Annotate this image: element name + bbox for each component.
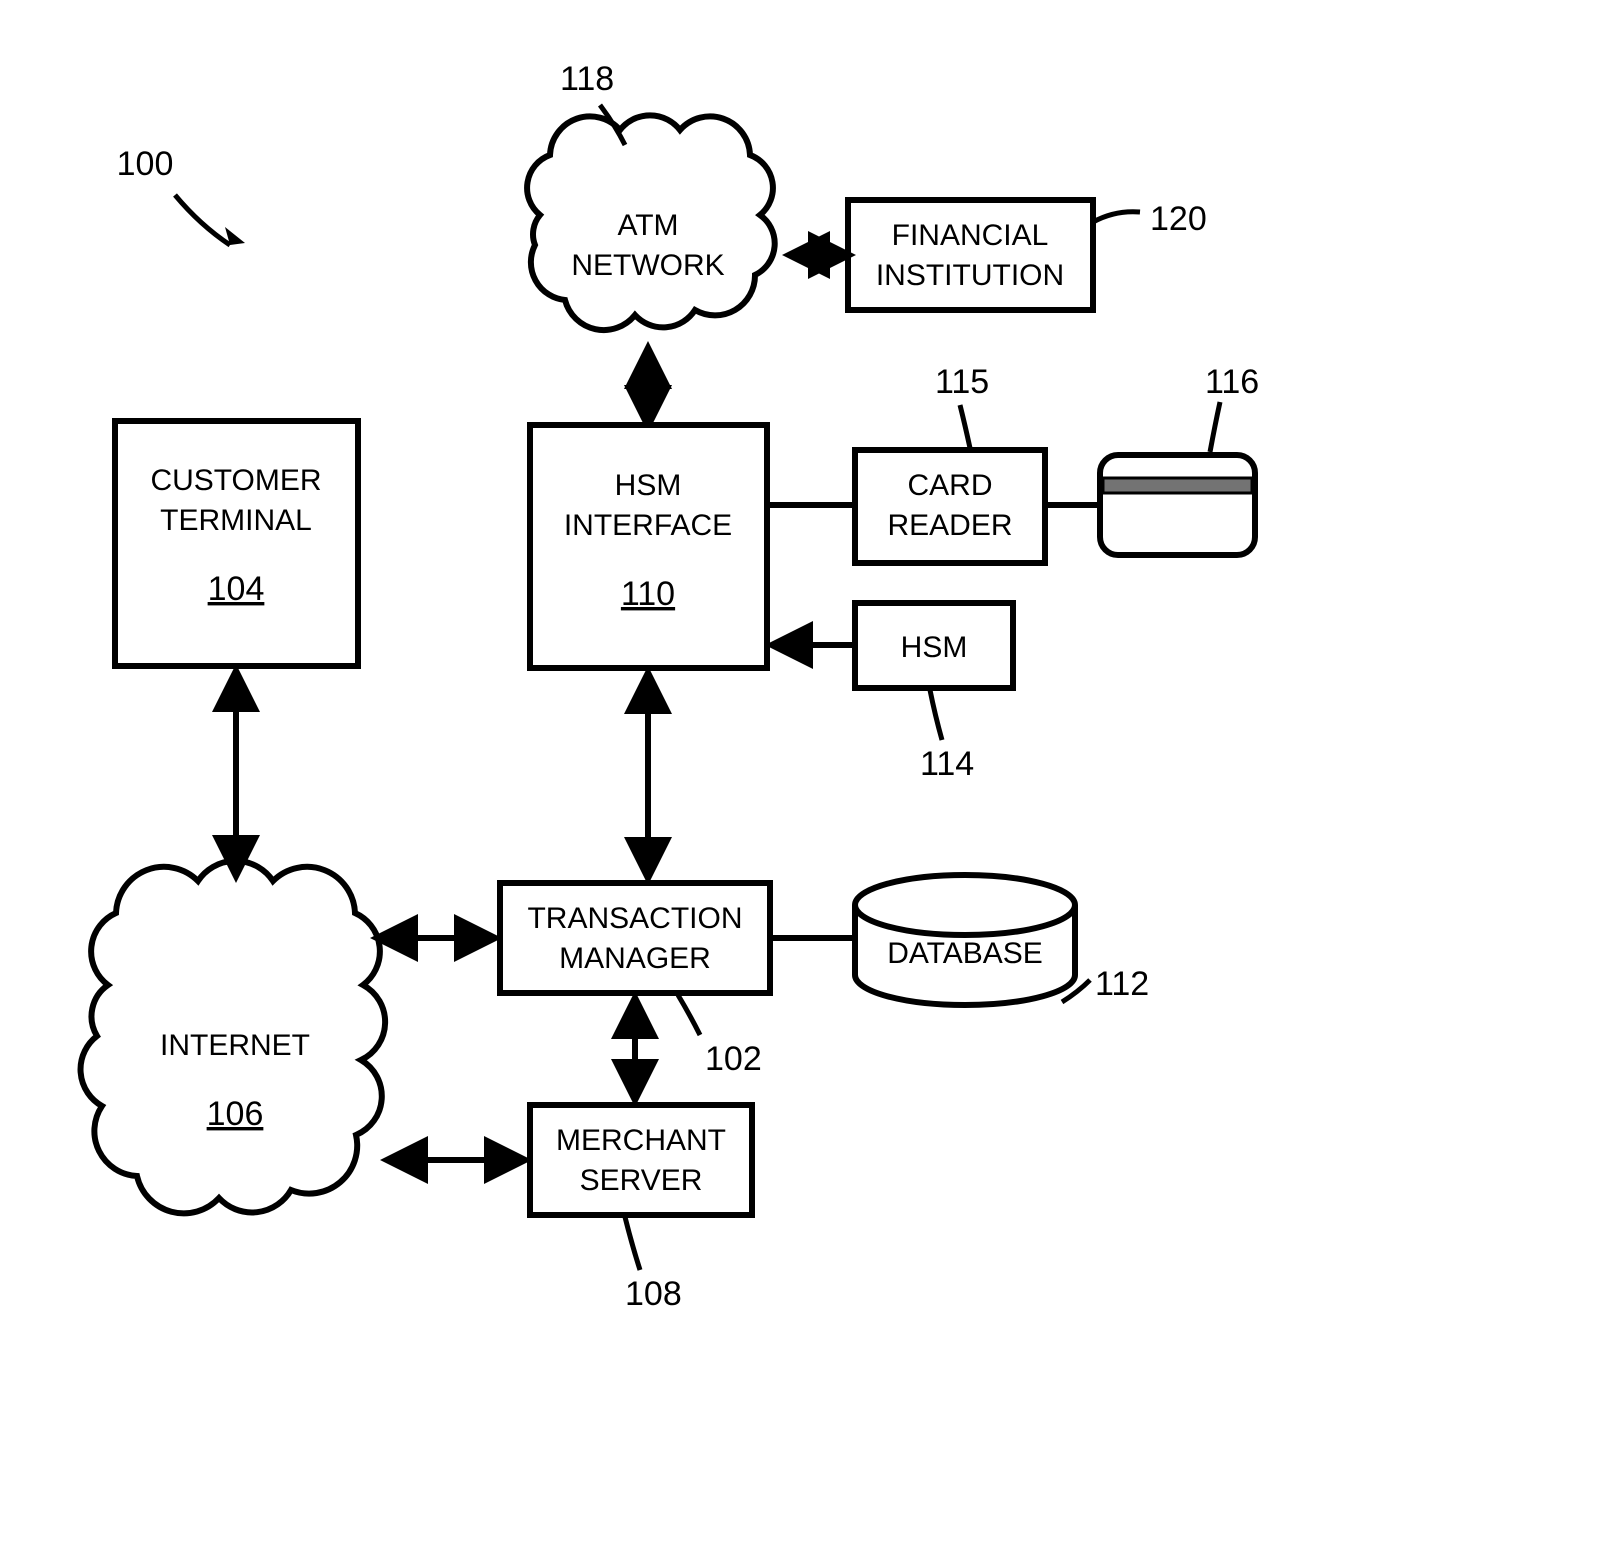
ref-114: 114 (920, 690, 974, 783)
svg-text:112: 112 (1095, 965, 1149, 1003)
svg-text:CARD: CARD (907, 469, 992, 502)
atm-network-cloud: ATM NETWORK (527, 115, 775, 330)
svg-text:DATABASE: DATABASE (887, 937, 1043, 970)
svg-text:118: 118 (560, 60, 614, 98)
svg-text:104: 104 (208, 570, 265, 608)
internet-cloud: INTERNET 106 (81, 861, 386, 1213)
svg-text:114: 114 (920, 745, 974, 783)
card-icon (1100, 455, 1255, 555)
ref-115: 115 (935, 363, 989, 448)
svg-text:READER: READER (887, 509, 1012, 542)
svg-text:FINANCIAL: FINANCIAL (892, 219, 1049, 252)
svg-text:NETWORK: NETWORK (571, 249, 724, 282)
svg-text:ATM: ATM (617, 209, 678, 242)
card-reader-box: CARD READER (855, 450, 1045, 563)
transaction-manager-box: TRANSACTION MANAGER (500, 883, 770, 993)
svg-text:HSM: HSM (615, 469, 682, 502)
svg-text:TERMINAL: TERMINAL (160, 504, 312, 537)
database-cylinder: DATABASE (855, 875, 1075, 1005)
svg-text:116: 116 (1205, 363, 1259, 401)
svg-text:INTERFACE: INTERFACE (564, 509, 732, 542)
customer-terminal-box: CUSTOMER TERMINAL 104 (115, 421, 358, 666)
hsm-interface-box: HSM INTERFACE 110 (530, 425, 767, 668)
svg-text:106: 106 (207, 1095, 264, 1133)
svg-text:110: 110 (621, 575, 675, 613)
ref-108: 108 (625, 1217, 682, 1313)
financial-institution-box: FINANCIAL INSTITUTION (848, 200, 1093, 310)
svg-text:CUSTOMER: CUSTOMER (150, 464, 321, 497)
svg-text:TRANSACTION: TRANSACTION (527, 902, 742, 935)
svg-text:SERVER: SERVER (580, 1164, 703, 1197)
svg-text:INSTITUTION: INSTITUTION (876, 259, 1064, 292)
ref-100: 100 (117, 145, 245, 245)
merchant-server-box: MERCHANT SERVER (530, 1105, 752, 1215)
svg-text:115: 115 (935, 363, 989, 401)
svg-text:INTERNET: INTERNET (160, 1029, 310, 1062)
svg-text:HSM: HSM (901, 631, 968, 664)
ref-102: 102 (678, 995, 762, 1078)
svg-text:102: 102 (705, 1040, 762, 1078)
svg-text:100: 100 (117, 145, 174, 183)
hsm-box: HSM (855, 603, 1013, 688)
svg-text:MERCHANT: MERCHANT (556, 1124, 726, 1157)
ref-116: 116 (1205, 363, 1259, 452)
svg-text:120: 120 (1150, 200, 1207, 238)
svg-text:MANAGER: MANAGER (559, 942, 711, 975)
svg-text:108: 108 (625, 1275, 682, 1313)
system-diagram: 100 ATM NETWORK 118 FINANCIAL INSTITUTIO… (0, 0, 1599, 1566)
ref-120: 120 (1093, 200, 1207, 238)
